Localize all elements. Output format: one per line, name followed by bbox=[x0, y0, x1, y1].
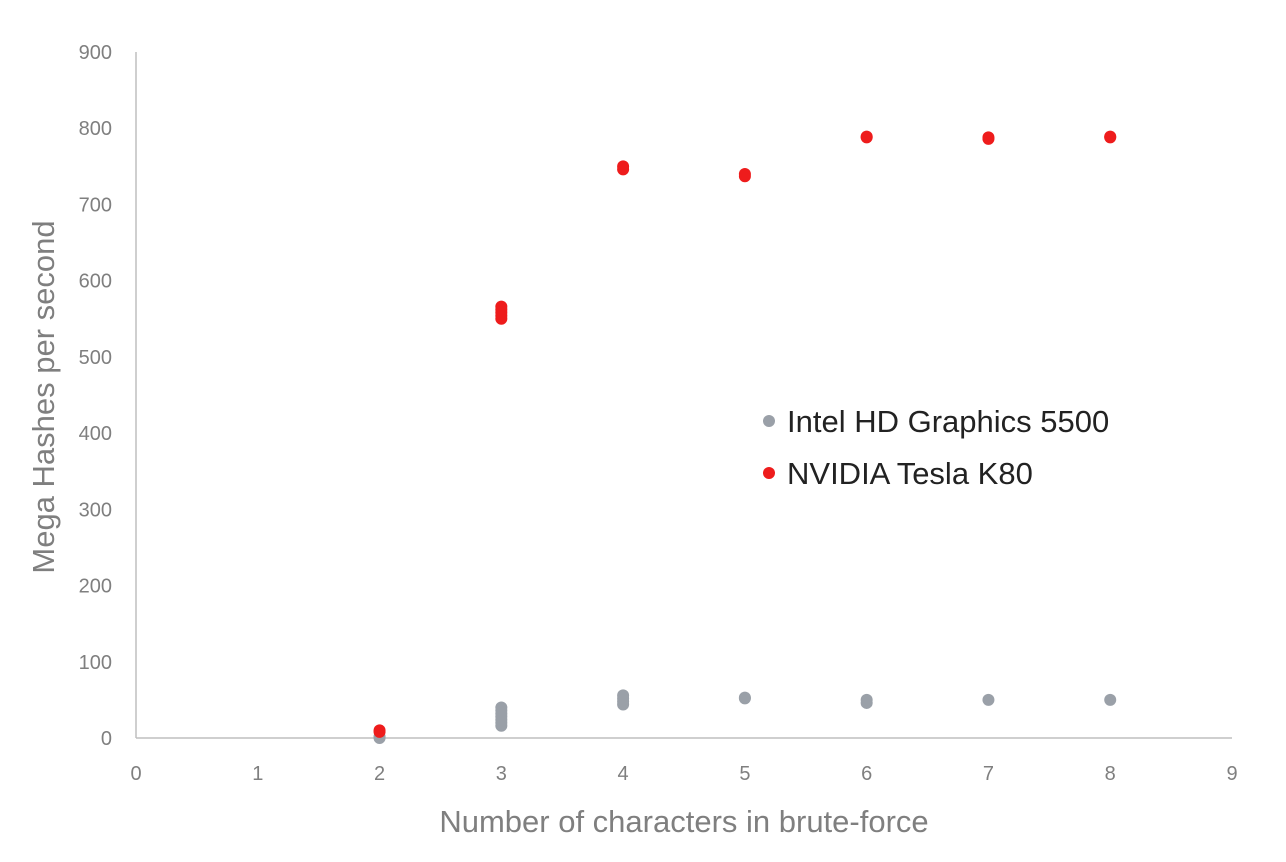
x-tick-label: 5 bbox=[739, 763, 750, 785]
legend-label-intel: Intel HD Graphics 5500 bbox=[787, 404, 1109, 439]
data-point bbox=[1104, 693, 1117, 706]
data-point bbox=[617, 689, 630, 702]
data-point bbox=[982, 131, 995, 144]
y-tick-label: 200 bbox=[79, 576, 112, 598]
data-point bbox=[738, 691, 751, 704]
data-point bbox=[495, 701, 508, 714]
legend-label-nvidia: NVIDIA Tesla K80 bbox=[787, 456, 1033, 491]
legend: Intel HD Graphics 5500 NVIDIA Tesla K80 bbox=[763, 404, 1109, 491]
y-tick-label: 100 bbox=[79, 652, 112, 674]
data-point bbox=[373, 724, 386, 737]
series-nvidia-tesla-k80 bbox=[373, 130, 1117, 738]
data-point bbox=[860, 693, 873, 706]
y-tick-label: 800 bbox=[79, 118, 112, 140]
y-tick-labels: 0 100 200 300 400 500 600 700 800 900 bbox=[79, 42, 112, 750]
y-tick-label: 400 bbox=[79, 423, 112, 445]
series-intel-hd-graphics-5500 bbox=[373, 689, 1117, 744]
legend-marker-nvidia bbox=[763, 467, 775, 479]
y-tick-label: 900 bbox=[79, 42, 112, 64]
x-tick-labels: 0 1 2 3 4 5 6 7 8 9 bbox=[130, 763, 1237, 785]
y-tick-label: 0 bbox=[101, 728, 112, 750]
x-axis-title: Number of characters in brute-force bbox=[439, 804, 928, 839]
data-points bbox=[373, 130, 1117, 744]
data-point bbox=[982, 693, 995, 706]
y-tick-label: 700 bbox=[79, 194, 112, 216]
x-tick-label: 3 bbox=[496, 763, 507, 785]
y-tick-label: 600 bbox=[79, 271, 112, 293]
x-tick-label: 7 bbox=[983, 763, 994, 785]
data-point bbox=[495, 300, 508, 313]
x-tick-label: 1 bbox=[252, 763, 263, 785]
x-tick-label: 9 bbox=[1226, 763, 1237, 785]
x-tick-label: 8 bbox=[1105, 763, 1116, 785]
axes bbox=[135, 52, 1232, 739]
x-tick-label: 2 bbox=[374, 763, 385, 785]
data-point bbox=[1104, 130, 1117, 143]
data-point bbox=[860, 130, 873, 143]
legend-marker-intel bbox=[763, 415, 775, 427]
y-tick-label: 300 bbox=[79, 499, 112, 521]
y-axis-title: Mega Hashes per second bbox=[26, 220, 61, 573]
x-tick-label: 6 bbox=[861, 763, 872, 785]
y-tick-label: 500 bbox=[79, 347, 112, 369]
x-tick-label: 4 bbox=[618, 763, 629, 785]
data-point bbox=[738, 167, 751, 180]
x-tick-label: 0 bbox=[130, 763, 141, 785]
data-point bbox=[617, 160, 630, 173]
